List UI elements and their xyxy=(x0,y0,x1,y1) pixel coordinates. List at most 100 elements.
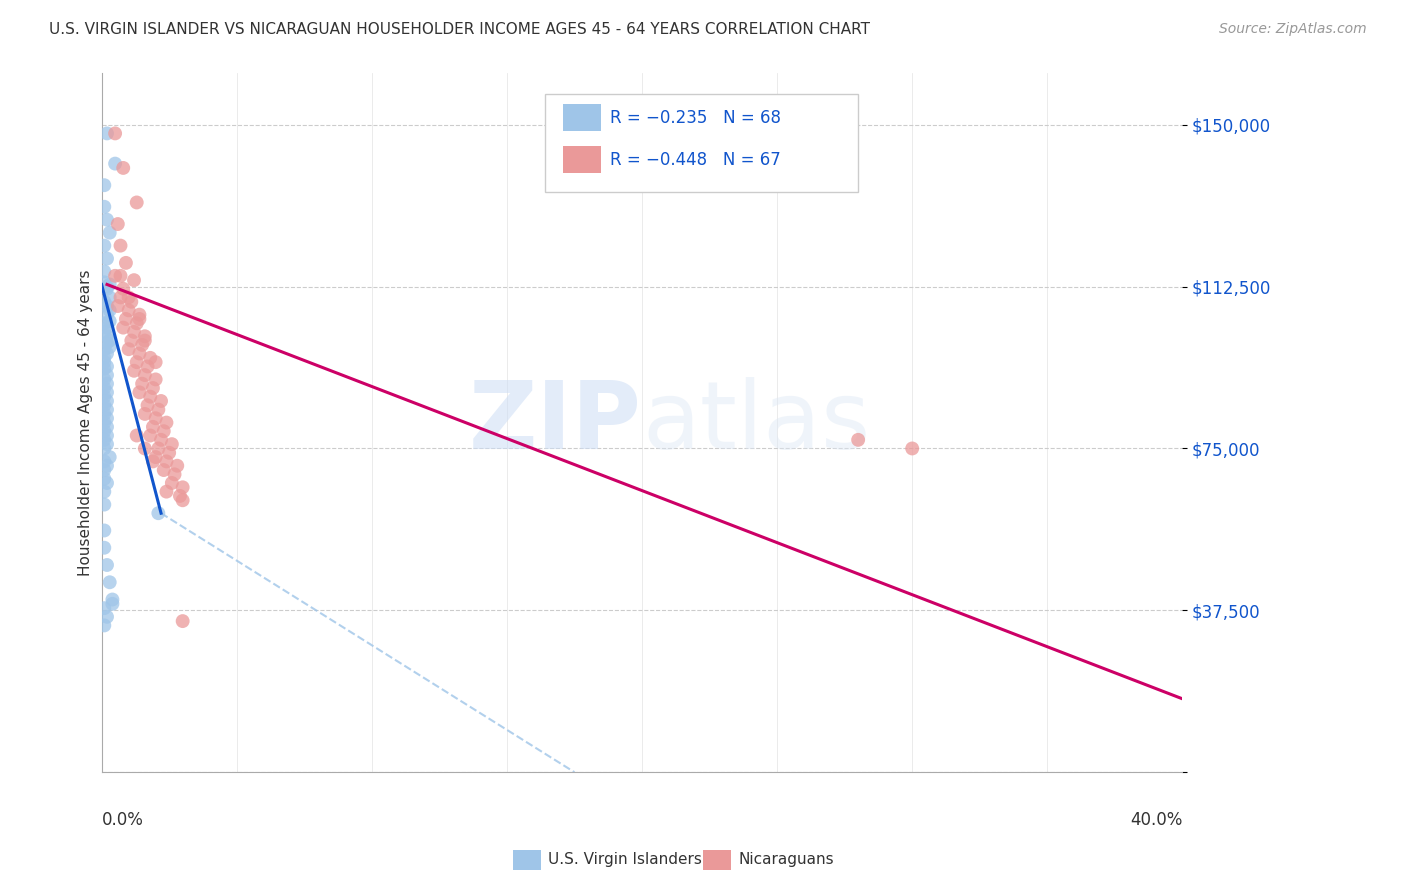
Point xyxy=(142,454,165,468)
Point xyxy=(131,338,153,352)
Point xyxy=(125,355,148,369)
Text: Source: ZipAtlas.com: Source: ZipAtlas.com xyxy=(1219,22,1367,37)
Point xyxy=(172,614,194,628)
Text: 0.0%: 0.0% xyxy=(101,811,143,829)
Point xyxy=(96,385,118,400)
Point xyxy=(134,442,156,456)
Point xyxy=(134,329,156,343)
Point xyxy=(134,407,156,421)
Point xyxy=(163,467,186,482)
Point xyxy=(96,609,118,624)
Point xyxy=(104,156,127,170)
Point xyxy=(96,282,118,296)
Point xyxy=(128,385,150,400)
Point xyxy=(145,372,167,386)
Point xyxy=(93,200,115,214)
Point xyxy=(96,329,118,343)
Point xyxy=(96,335,118,350)
Point xyxy=(96,127,118,141)
FancyBboxPatch shape xyxy=(544,94,858,192)
Point xyxy=(160,475,183,490)
Point xyxy=(98,450,121,464)
Text: R = −0.448   N = 67: R = −0.448 N = 67 xyxy=(610,152,780,169)
Point xyxy=(96,376,118,391)
Point xyxy=(152,463,174,477)
Point xyxy=(122,364,145,378)
Point xyxy=(139,428,162,442)
Point xyxy=(120,334,142,348)
Point xyxy=(160,437,183,451)
Point xyxy=(96,428,118,442)
Point xyxy=(136,359,159,374)
Point xyxy=(150,433,173,447)
Point xyxy=(96,279,118,293)
Point xyxy=(110,268,132,283)
Point xyxy=(145,355,167,369)
Point xyxy=(101,597,124,611)
Point xyxy=(155,484,177,499)
Point xyxy=(96,346,118,360)
Point xyxy=(93,294,115,309)
Point xyxy=(125,428,148,442)
Point xyxy=(93,463,115,477)
Point xyxy=(125,195,148,210)
Point xyxy=(117,290,139,304)
Point xyxy=(93,361,115,376)
Point xyxy=(148,506,170,520)
Point xyxy=(96,308,118,322)
Point xyxy=(93,372,115,386)
Bar xyxy=(562,146,600,173)
Point xyxy=(93,524,115,538)
Point xyxy=(115,312,138,326)
Y-axis label: Householder Income Ages 45 - 64 years: Householder Income Ages 45 - 64 years xyxy=(79,269,93,576)
Point xyxy=(104,127,127,141)
Point xyxy=(93,472,115,486)
Point xyxy=(107,217,129,231)
Text: atlas: atlas xyxy=(643,376,870,468)
Point xyxy=(145,411,167,425)
Point xyxy=(96,212,118,227)
Point xyxy=(93,275,115,289)
Text: Nicaraguans: Nicaraguans xyxy=(738,853,834,867)
Point xyxy=(169,489,191,503)
Point xyxy=(117,342,139,356)
Point xyxy=(101,592,124,607)
Point xyxy=(157,446,180,460)
Point xyxy=(98,340,121,354)
Point xyxy=(139,351,162,365)
Point xyxy=(93,442,115,456)
Point xyxy=(96,402,118,417)
Point xyxy=(93,484,115,499)
Point xyxy=(93,316,115,330)
Point xyxy=(93,433,115,447)
Point xyxy=(142,420,165,434)
Point xyxy=(96,394,118,409)
Point xyxy=(93,325,115,339)
Point xyxy=(172,493,194,508)
Point xyxy=(96,252,118,266)
Point xyxy=(122,325,145,339)
Point xyxy=(128,308,150,322)
Point xyxy=(148,442,170,456)
Point xyxy=(98,277,121,292)
Point xyxy=(96,411,118,425)
Point xyxy=(104,268,127,283)
Point xyxy=(93,264,115,278)
Text: U.S. Virgin Islanders: U.S. Virgin Islanders xyxy=(548,853,702,867)
Point xyxy=(128,312,150,326)
Point xyxy=(93,178,115,193)
Point xyxy=(110,290,132,304)
Point xyxy=(96,359,118,374)
Point xyxy=(112,282,135,296)
Text: 40.0%: 40.0% xyxy=(1130,811,1182,829)
Point xyxy=(155,416,177,430)
Point xyxy=(139,390,162,404)
Point xyxy=(148,402,170,417)
Text: U.S. VIRGIN ISLANDER VS NICARAGUAN HOUSEHOLDER INCOME AGES 45 - 64 YEARS CORRELA: U.S. VIRGIN ISLANDER VS NICARAGUAN HOUSE… xyxy=(49,22,870,37)
Point xyxy=(155,454,177,468)
Point xyxy=(98,575,121,590)
Point xyxy=(93,390,115,404)
Point xyxy=(142,381,165,395)
Point xyxy=(134,368,156,383)
Point xyxy=(172,480,194,494)
